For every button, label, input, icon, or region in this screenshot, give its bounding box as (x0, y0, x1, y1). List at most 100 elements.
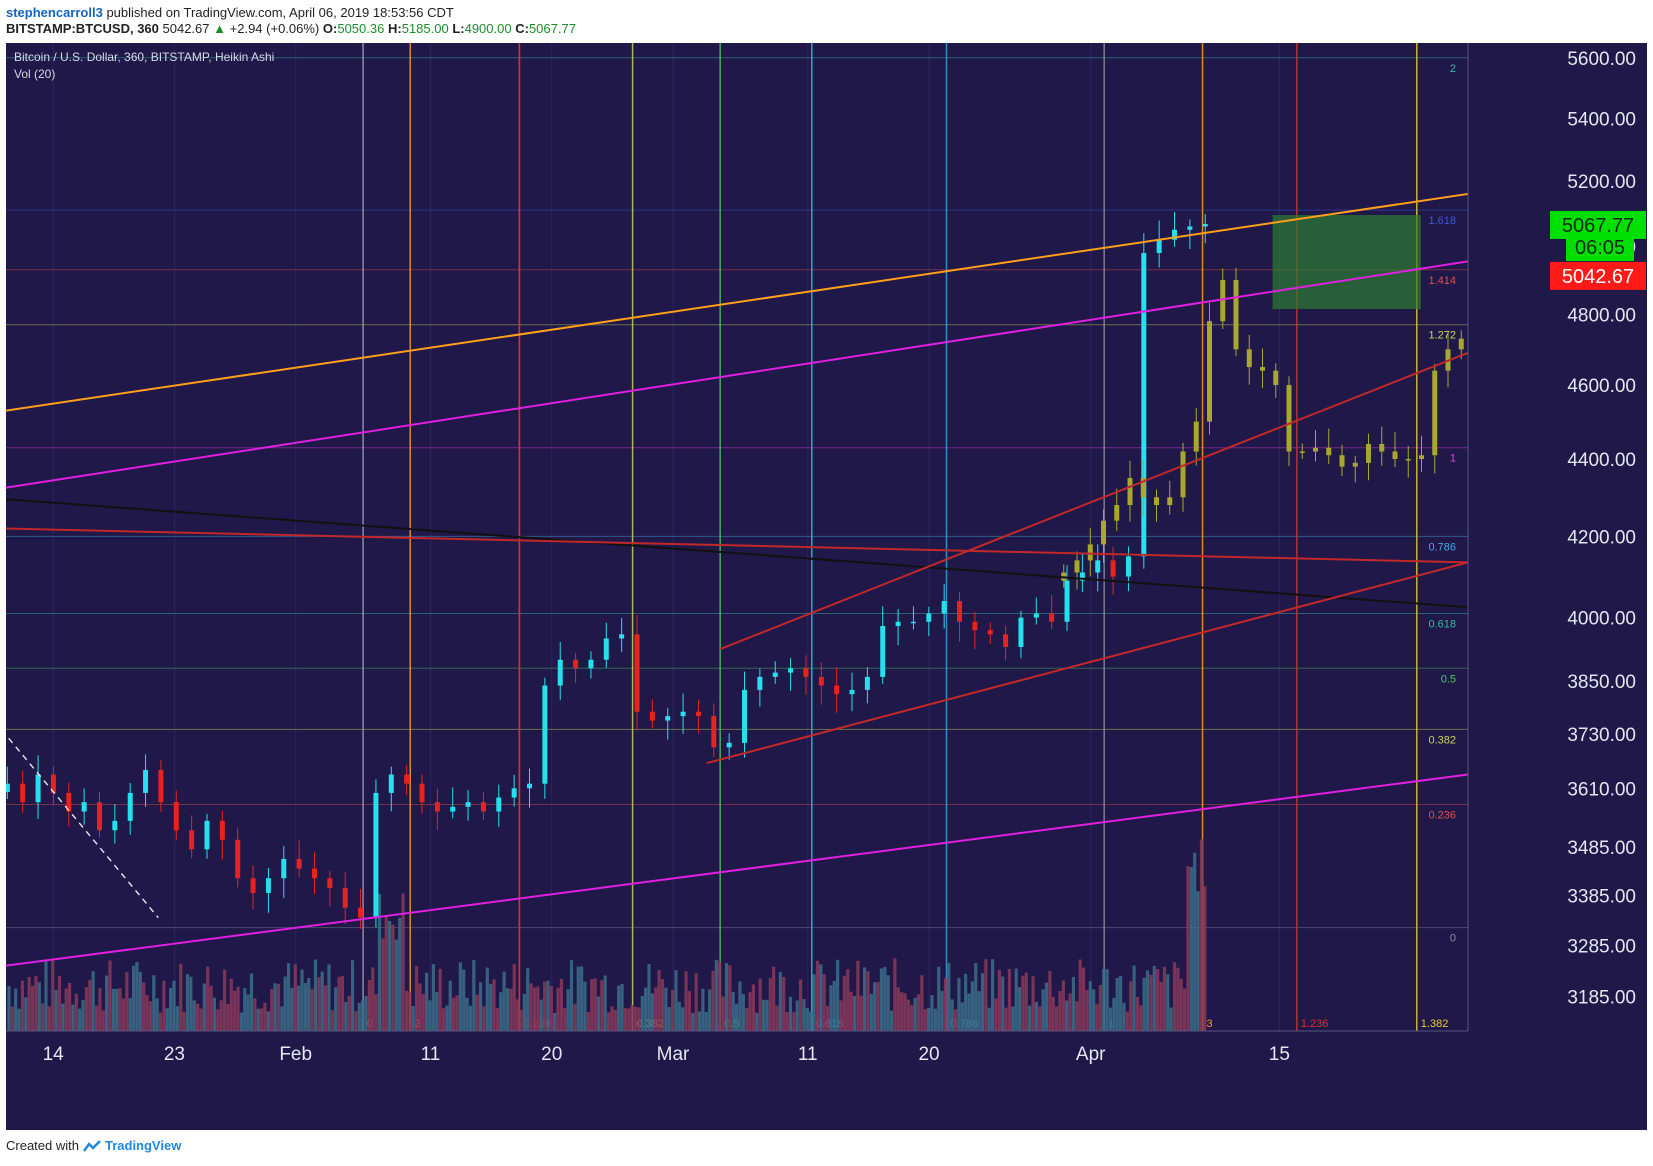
volume-bar (54, 989, 58, 1031)
volume-bar (1098, 984, 1102, 1031)
volume-bar (755, 1012, 759, 1031)
published-text: published on TradingView.com, April 06, … (106, 5, 454, 20)
volume-bar (482, 1006, 486, 1031)
candle-body (588, 659, 594, 669)
volume-bar (88, 979, 92, 1031)
volume-bar (532, 987, 537, 1031)
candle-body (511, 788, 517, 798)
volume-bar (1024, 972, 1028, 1031)
low-label: L: (452, 21, 465, 36)
volume-bar (101, 1010, 105, 1031)
volume-bar (155, 998, 159, 1031)
candle-body (634, 634, 640, 712)
volume-bar (667, 1007, 671, 1031)
volume-bar (772, 966, 776, 1031)
volume-bar (556, 987, 560, 1031)
fib-level-label: 0.5 (1441, 673, 1456, 685)
candle-body (173, 802, 179, 831)
time-tick-label: 23 (164, 1044, 185, 1065)
volume-bar (1162, 966, 1166, 1031)
candle-body (358, 907, 364, 918)
volume-bar (361, 1000, 365, 1031)
time-tick-label: Feb (279, 1044, 312, 1065)
volume-bar (1044, 982, 1049, 1031)
trend-line-orange (6, 192, 1469, 412)
volume-bar (620, 983, 624, 1031)
volume-bar (435, 991, 439, 1031)
chart-panel[interactable]: 2 1.618 1.414 1.272 1 0.786 0.618 0.5 0.382 0.236… (6, 43, 1647, 1130)
volume-bar (499, 992, 503, 1031)
volume-bar (1112, 997, 1116, 1031)
volume-bar (623, 1008, 628, 1031)
price-tick-label: 3610.00 (1567, 779, 1636, 800)
price-tick-label: 5200.00 (1567, 172, 1636, 193)
volume-bar (14, 988, 18, 1031)
volume-bar (613, 1009, 617, 1031)
volume-bar (350, 960, 355, 1031)
target-box-layer (1272, 215, 1421, 310)
candle-body (757, 676, 763, 690)
volume-bar (681, 1007, 685, 1031)
trend-line-black (6, 498, 1469, 609)
volume-bar (10, 1006, 14, 1031)
volume-bar (947, 962, 951, 1031)
author-link[interactable]: stephencarroll3 (6, 5, 103, 20)
candle-body (1125, 556, 1131, 577)
candle-body (1432, 370, 1438, 456)
volume-bar (293, 964, 297, 1031)
volume-bar (1122, 1002, 1126, 1031)
volume-bar (815, 960, 820, 1031)
volume-bar (300, 969, 304, 1031)
volume-bar (825, 1005, 830, 1031)
candle-body (1018, 617, 1024, 647)
volume-bar (64, 988, 68, 1031)
volume-bar (1007, 969, 1012, 1031)
volume-bar (243, 988, 247, 1031)
volume-bar (1196, 891, 1200, 1031)
fib-level-label: 0.618 (1428, 618, 1456, 630)
candle-body (219, 820, 225, 840)
price-chart[interactable]: 2 1.618 1.414 1.272 1 0.786 0.618 0.5 0.382 0.236… (6, 43, 1647, 1130)
candle-body (1392, 451, 1398, 460)
candle-body (1366, 443, 1372, 463)
volume-bar (340, 975, 345, 1031)
volume-bar (324, 985, 328, 1031)
volume-bar (1189, 867, 1193, 1031)
candle-body (20, 783, 26, 803)
volume-bar (1145, 970, 1150, 1031)
price-label-box (1566, 233, 1634, 262)
tradingview-brand[interactable]: TradingView (104, 1138, 182, 1153)
volume-bar (970, 981, 974, 1031)
volume-bar (475, 994, 479, 1031)
volume-bar (199, 1008, 203, 1031)
price-tick-label: 4200.00 (1567, 527, 1636, 548)
candle-body (957, 601, 963, 622)
candle-body (1299, 451, 1305, 453)
volume-bar (748, 992, 752, 1031)
volume-bar (765, 999, 769, 1031)
volume-bar (192, 1000, 196, 1031)
price-tick-label: 5600.00 (1567, 49, 1636, 70)
volume-bar (347, 995, 351, 1031)
volume-bar (337, 976, 341, 1031)
volume-bar (546, 980, 550, 1031)
volume-bar (1203, 886, 1207, 1031)
candle-body (711, 716, 717, 748)
volume-bar (1186, 866, 1190, 1031)
candle-body (50, 774, 56, 793)
trend-line-layer (6, 192, 1469, 967)
price-label-text: 5067.77 (1562, 215, 1634, 237)
volume-bar (30, 985, 35, 1031)
volume-bar (310, 988, 314, 1031)
candle-body (1095, 560, 1101, 573)
volume-bar (1051, 996, 1055, 1031)
volume-bar (785, 1012, 789, 1031)
volume-bar (1088, 981, 1092, 1031)
candle-body (603, 638, 609, 660)
volume-bar (997, 969, 1001, 1031)
volume-bar (145, 995, 149, 1031)
volume-bar (246, 994, 250, 1031)
volume-bar (933, 1008, 937, 1031)
candle-body (941, 601, 947, 614)
volume-bar (216, 1009, 220, 1031)
